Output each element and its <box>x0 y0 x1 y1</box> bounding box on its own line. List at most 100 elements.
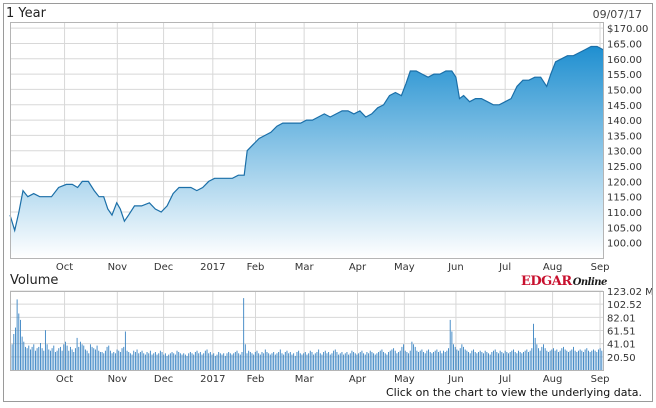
volume-bar <box>291 354 293 370</box>
volume-bar <box>428 349 430 370</box>
price-tick-label: $170.00 <box>607 24 648 35</box>
price-tick-label: 150.00 <box>607 85 642 96</box>
volume-bar <box>128 352 130 370</box>
volume-bar <box>209 352 211 370</box>
volume-bar <box>546 350 548 370</box>
volume-bar <box>199 352 201 370</box>
volume-bar <box>598 349 599 370</box>
volume-bar <box>411 341 413 370</box>
volume-bar <box>359 352 361 370</box>
volume-bar <box>251 353 253 370</box>
volume-bar <box>239 354 241 370</box>
volume-bar <box>319 353 321 370</box>
volume-bar <box>183 353 185 370</box>
volume-bar <box>181 354 183 370</box>
price-plot[interactable] <box>9 45 604 259</box>
volume-bar <box>548 352 549 370</box>
volume-bar <box>294 355 296 370</box>
volume-bar <box>161 352 163 370</box>
volume-bar <box>329 354 331 370</box>
volume-bar <box>68 350 70 370</box>
footer-note[interactable]: Click on the chart to view the underlyin… <box>385 386 642 399</box>
price-x-tick-label: Mar <box>295 262 315 273</box>
volume-bar <box>448 348 450 370</box>
volume-bar <box>464 349 466 370</box>
volume-bar <box>246 353 248 370</box>
volume-bar <box>266 352 268 370</box>
volume-x-tick-label: Feb <box>247 374 265 385</box>
volume-bar <box>91 346 93 370</box>
volume-bar <box>496 352 498 370</box>
volume-bar <box>366 352 368 370</box>
volume-bar <box>413 344 415 370</box>
volume-bar <box>453 344 454 370</box>
volume-bar <box>138 353 140 370</box>
edgar-online-logo[interactable]: EDGAROnline <box>521 274 607 289</box>
volume-bar <box>526 349 528 370</box>
volume-bar <box>396 353 398 370</box>
volume-bar <box>499 350 501 370</box>
volume-bar <box>409 350 411 370</box>
volume-bar <box>384 353 386 370</box>
price-tick-label: 115.00 <box>607 193 642 204</box>
price-x-tick-label: Sep <box>591 262 610 273</box>
volume-bar <box>511 350 513 370</box>
volume-bar <box>593 349 594 370</box>
volume-bar <box>533 323 534 370</box>
volume-bar <box>116 349 118 370</box>
volume-bar <box>589 352 591 370</box>
volume-bar <box>274 354 276 370</box>
volume-bar <box>393 348 395 370</box>
volume-plot[interactable] <box>10 298 603 370</box>
price-tick-label: 160.00 <box>607 55 642 66</box>
volume-bar <box>489 354 491 370</box>
volume-bar <box>283 354 285 370</box>
volume-bar <box>486 352 488 370</box>
volume-bar <box>354 353 356 370</box>
volume-bar <box>49 350 51 370</box>
volume-bar <box>286 350 288 370</box>
volume-bar <box>94 349 96 370</box>
volume-bar <box>248 350 250 370</box>
volume-bar <box>153 353 155 370</box>
volume-bar <box>236 350 238 370</box>
volume-bar <box>478 352 479 370</box>
volume-bar <box>466 350 468 370</box>
volume-bar <box>16 299 18 370</box>
price-tick-label: 105.00 <box>607 223 642 234</box>
volume-tick-label: 123.02 M <box>607 287 654 298</box>
volume-bar <box>334 349 336 370</box>
volume-bar <box>579 349 581 370</box>
volume-bar <box>179 353 181 370</box>
volume-bar <box>88 353 90 370</box>
volume-bar <box>351 350 353 370</box>
volume-bar <box>391 349 393 370</box>
volume-bar <box>551 349 553 370</box>
volume-bar <box>418 352 420 370</box>
volume-bar <box>544 348 546 370</box>
volume-bar <box>529 350 531 370</box>
volume-bar <box>213 353 215 370</box>
volume-bar <box>124 331 126 370</box>
volume-bar <box>521 353 523 370</box>
volume-bar <box>134 352 136 370</box>
volume-bar <box>238 353 240 370</box>
volume-bar <box>198 353 200 370</box>
volume-y-axis: 123.02 M 102.52 82.01 61.51 41.01 20.50 <box>607 287 654 364</box>
volume-bar <box>433 352 435 370</box>
volume-bar <box>51 348 53 370</box>
volume-bar <box>561 348 563 370</box>
volume-bar <box>554 350 556 370</box>
volume-bar <box>476 353 478 370</box>
volume-bar <box>451 331 453 370</box>
volume-bar <box>356 354 358 370</box>
volume-bar <box>166 355 168 370</box>
volume-bar <box>288 353 290 370</box>
volume-bar <box>21 336 23 370</box>
volume-bar <box>444 352 446 370</box>
volume-bar <box>38 346 40 370</box>
volume-bar <box>173 353 175 370</box>
volume-bar <box>244 344 246 370</box>
